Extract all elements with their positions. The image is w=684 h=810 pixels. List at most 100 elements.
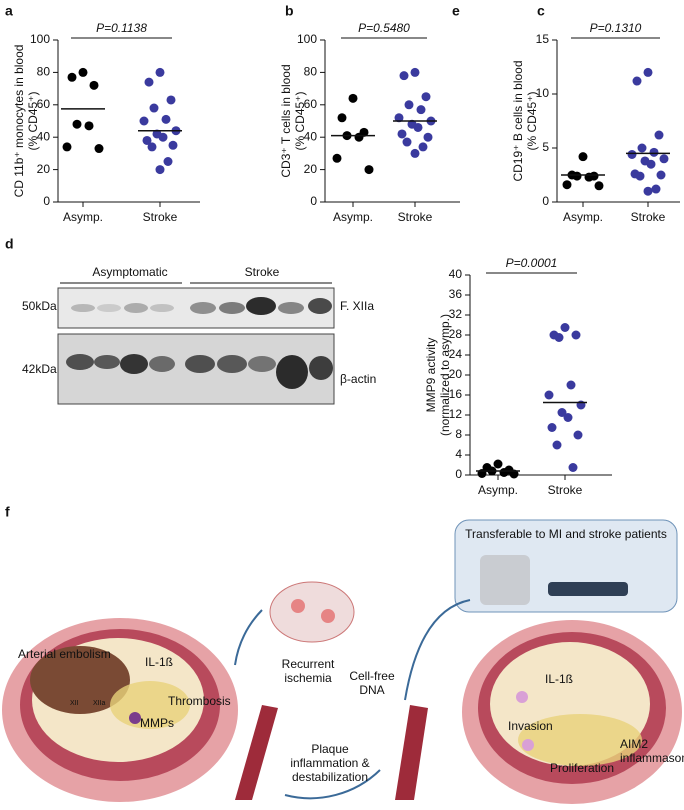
dot [144,77,154,87]
dot [499,468,509,477]
y-tick-label: 36 [449,287,463,301]
transfer-arrow [404,599,471,701]
x-tick-label: Stroke [398,210,433,224]
brain [269,581,355,643]
y-tick-label: 12 [449,407,463,421]
dot [571,330,581,340]
x-tick-label: Asymp. [63,210,103,224]
dot [155,67,165,77]
chart: e 0 4 8 12 16 20 24 28 32 36 40 MMP9 activity (normal… [424,3,612,497]
x-tick-label: Stroke [548,483,583,497]
diagram: f Transferable to MI and stroke patients… [2,504,684,804]
embolus [30,646,130,714]
dot [643,67,653,77]
dot [651,184,661,194]
dot [572,171,582,181]
panel-label: f [5,504,10,520]
dot [410,148,420,158]
y-tick-label: 28 [449,327,463,341]
chart: c 0 5 10 15 CD19⁺ B cells in blood (% CD45⁺) As… [511,3,680,224]
dot [646,159,656,169]
y-tick-label: 20 [304,162,318,176]
y-tick-label: 100 [297,32,317,46]
y-axis-label: (% CD45⁺) [26,91,40,150]
bands [66,297,333,389]
cycle-arrow [234,609,263,666]
y-tick-label: 0 [542,194,549,208]
y-axis-label: (normalized to asymp.) [438,314,452,436]
dot [627,149,637,159]
panel-label: a [5,3,13,19]
y-tick-label: 80 [37,65,51,79]
cycle-arrow [284,769,381,800]
cell [129,712,141,724]
dot [410,67,420,77]
dot [404,100,414,110]
dot [421,92,431,102]
y-tick-label: 32 [449,307,463,321]
dot [78,67,88,77]
annotation: P=0.1138 [96,21,147,35]
diagram-label: MMPs [140,716,174,730]
dot [544,390,554,400]
chart: a 0 20 40 60 80 100 CD 11b⁺ monocytes in blood(… [5,3,200,224]
dot [554,333,564,342]
dot [397,129,407,139]
vessel [395,705,428,800]
x-tick-label: Asymp. [478,483,518,497]
y-tick-label: 80 [304,65,318,79]
dot [594,181,604,191]
y-tick-label: 5 [542,140,549,154]
plaque [518,714,642,766]
y-tick-label: 15 [536,32,550,46]
dot [568,463,578,472]
dot [632,76,642,86]
diagram-label: ischemia [284,671,332,685]
diagram-label: Plaque [311,742,349,756]
dot [649,147,659,157]
dot [139,116,149,126]
y-tick-label: 24 [449,347,463,361]
dot [578,152,588,162]
dot [354,132,364,142]
size-label: 50kDa [22,299,57,313]
dot [348,93,358,103]
dot [563,413,573,422]
diagram-label: XII [70,700,79,707]
y-tick-label: 0 [310,194,317,208]
panel-label: b [285,3,294,19]
size-label: 42kDa [22,362,57,376]
panel-label: c [537,3,545,19]
dot [394,113,404,123]
dot [566,380,576,390]
annotation: P=0.1310 [590,21,642,35]
diagram-label: AIM2 [620,737,648,751]
dot [573,430,583,440]
dot [656,170,666,180]
dot [584,172,594,182]
y-tick-label: 40 [304,129,318,143]
dot [155,165,165,175]
y-tick-label: 20 [449,367,463,381]
dot [168,140,178,150]
diagram-label: XIIa [93,700,106,707]
lesion [291,599,305,613]
diagram-label: inflammation & [290,756,369,770]
y-tick-label: 4 [455,447,462,461]
y-tick-label: 16 [449,387,463,401]
lesion [321,609,335,623]
dot [399,71,409,81]
dot [547,423,557,432]
y-axis-label: CD3⁺ T cells in blood [279,64,293,177]
dot [163,157,173,166]
y-axis-label: (% CD45⁺) [293,91,307,150]
diagram-label: destabilization [292,770,368,784]
dot [552,440,562,450]
dot [89,80,99,90]
dot [158,132,168,142]
transfer-text: Transferable to MI and stroke patients [465,527,667,541]
cell [516,691,528,703]
y-tick-label: 8 [455,427,462,441]
band-label: β-actin [340,372,376,386]
dot [416,105,426,115]
